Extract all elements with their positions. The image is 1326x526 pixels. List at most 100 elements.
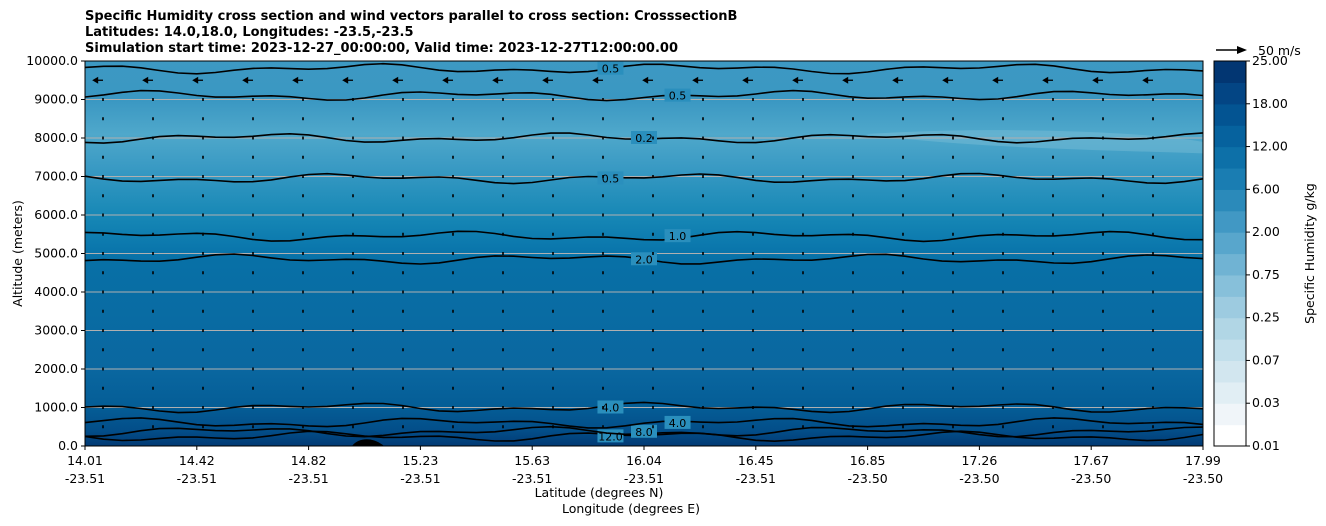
wind-vector-dot bbox=[452, 329, 454, 332]
wind-vector-dot bbox=[902, 290, 904, 294]
wind-vector-dot bbox=[1152, 406, 1154, 409]
wind-vector-dot bbox=[1102, 175, 1104, 178]
wind-vector bbox=[552, 213, 554, 217]
wind-vector bbox=[452, 136, 454, 140]
wind-vector-dot bbox=[102, 309, 104, 313]
wind-vector bbox=[652, 271, 654, 275]
wind-vector-dot bbox=[552, 271, 554, 275]
wind-vector-dot bbox=[952, 175, 954, 178]
wind-vector-dot bbox=[952, 386, 954, 390]
y-tick-label-4: 4000.0 bbox=[34, 284, 78, 299]
wind-vector-dot bbox=[502, 367, 504, 371]
wind-vector bbox=[202, 425, 204, 429]
wind-vector bbox=[852, 329, 854, 332]
wind-vector bbox=[852, 271, 854, 275]
wind-vector bbox=[252, 425, 254, 429]
wind-vector-head bbox=[1092, 76, 1099, 84]
wind-vector-dot bbox=[302, 213, 304, 217]
colorbar-label: Specific Humidity g/kg bbox=[1302, 183, 1317, 324]
wind-vector bbox=[402, 213, 404, 217]
wind-vector bbox=[552, 155, 554, 159]
wind-vector bbox=[352, 348, 354, 352]
wind-vector bbox=[1102, 98, 1104, 101]
wind-vector-dot bbox=[452, 271, 454, 275]
wind-vector-dot bbox=[752, 194, 754, 198]
wind-vector bbox=[202, 309, 204, 313]
wind-vector bbox=[952, 309, 954, 313]
x-tick-lon-4: -23.51 bbox=[512, 471, 552, 486]
colorbar-segment-11 bbox=[1214, 189, 1246, 212]
wind-vector-dot bbox=[102, 175, 104, 178]
wind-vector bbox=[952, 175, 954, 178]
wind-vector-dot bbox=[352, 348, 354, 352]
wind-vector-dot bbox=[202, 117, 204, 121]
wind-vector bbox=[702, 155, 704, 159]
wind-vector-dot bbox=[802, 117, 804, 121]
wind-vector-dot bbox=[652, 406, 654, 409]
wind-vector-dot bbox=[452, 98, 454, 101]
wind-vector-dot bbox=[152, 290, 154, 294]
wind-vector bbox=[1102, 136, 1104, 140]
wind-vector-dot bbox=[1052, 367, 1054, 371]
wind-vector-dot bbox=[1002, 329, 1004, 332]
wind-vector-dot bbox=[752, 117, 754, 121]
wind-vector bbox=[302, 98, 304, 101]
wind-vector-dot bbox=[1102, 117, 1104, 121]
wind-vector-dot bbox=[202, 386, 204, 390]
wind-vector-dot bbox=[602, 348, 604, 352]
wind-vector-dot bbox=[752, 155, 754, 159]
wind-vector bbox=[302, 348, 304, 352]
wind-vector bbox=[952, 425, 954, 429]
wind-vector-dot bbox=[1152, 309, 1154, 313]
wind-vector bbox=[302, 117, 304, 121]
wind-vector bbox=[602, 232, 604, 236]
wind-vector bbox=[852, 155, 854, 159]
wind-vector-dot bbox=[252, 194, 254, 198]
wind-vector bbox=[802, 425, 804, 429]
wind-vector bbox=[452, 271, 454, 275]
wind-vector bbox=[1052, 367, 1054, 371]
wind-vector bbox=[702, 194, 704, 198]
x-tick-lat-9: 17.67 bbox=[1073, 453, 1109, 468]
wind-vector-dot bbox=[1002, 271, 1004, 275]
wind-vector bbox=[202, 232, 204, 236]
wind-vector-dot bbox=[452, 155, 454, 159]
wind-vector-dot bbox=[252, 290, 254, 294]
wind-vector bbox=[1152, 252, 1154, 255]
wind-vector-dot bbox=[452, 425, 454, 429]
wind-vector-dot bbox=[252, 348, 254, 352]
wind-vector bbox=[902, 194, 904, 198]
wind-vector-dot bbox=[802, 406, 804, 409]
wind-vector-dot bbox=[1152, 155, 1154, 159]
wind-vector-dot bbox=[802, 136, 804, 140]
wind-vector-dot bbox=[552, 386, 554, 390]
wind-vector bbox=[652, 136, 654, 140]
wind-vector bbox=[902, 309, 904, 313]
wind-vector bbox=[1002, 213, 1004, 217]
wind-vector bbox=[1152, 194, 1154, 198]
wind-vector bbox=[1052, 232, 1054, 236]
colorbar-segment-14 bbox=[1214, 125, 1246, 148]
wind-vector-dot bbox=[552, 155, 554, 159]
x-axis-label-lon: Longitude (degrees E) bbox=[562, 501, 700, 516]
wind-vector bbox=[542, 76, 553, 84]
y-tick-label-8: 8000.0 bbox=[34, 130, 78, 145]
wind-vector bbox=[702, 329, 704, 332]
wind-vector bbox=[1002, 367, 1004, 371]
colorbar-segment-15 bbox=[1214, 103, 1246, 126]
wind-vector-dot bbox=[152, 175, 154, 178]
contour-label-7: 0.2 bbox=[635, 132, 653, 145]
wind-vector bbox=[402, 386, 404, 390]
wind-vector bbox=[1052, 98, 1054, 101]
wind-vector-dot bbox=[652, 348, 654, 352]
wind-vector bbox=[452, 425, 454, 429]
wind-vector-dot bbox=[1152, 175, 1154, 178]
wind-vector bbox=[752, 271, 754, 275]
wind-vector bbox=[652, 329, 654, 332]
wind-vector-dot bbox=[1102, 271, 1104, 275]
x-tick-lat-3: 15.23 bbox=[403, 453, 439, 468]
wind-vector bbox=[1042, 76, 1053, 84]
wind-vector bbox=[752, 329, 754, 332]
wind-vector-dot bbox=[1052, 425, 1054, 429]
wind-vector-dot bbox=[302, 232, 304, 236]
